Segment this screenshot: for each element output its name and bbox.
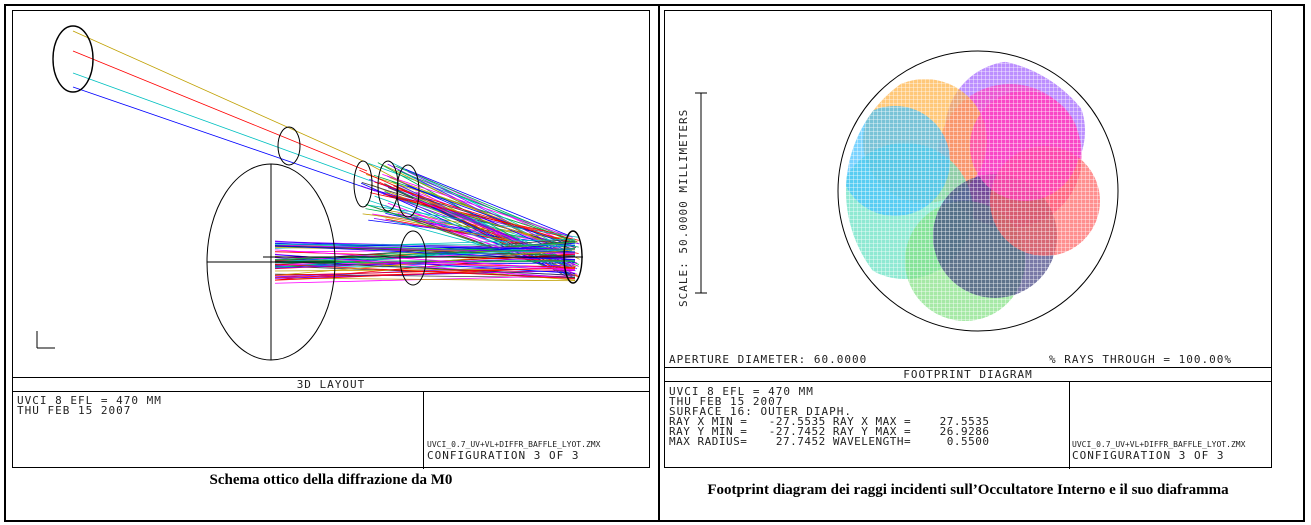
entrance-ray	[72, 86, 376, 192]
fan-ray	[385, 218, 579, 254]
title-rule-top	[665, 367, 1271, 368]
return-ray	[274, 256, 576, 269]
aperture-diameter: APERTURE DIAMETER: 60.0000	[669, 353, 868, 366]
footprint-drawing: SCALE: 50.0000 MILLIMETERS	[677, 50, 1119, 332]
entrance-ray	[72, 50, 368, 172]
info-line-5: RAY Y MIN = -27.7452 RAY Y MAX = 26.9286	[669, 425, 990, 438]
info-line-6: MAX RADIUS= 27.7452 WAVELENGTH= 0.5500	[669, 435, 990, 448]
configuration-label: CONFIGURATION 3 OF 3	[1072, 449, 1225, 462]
return-ray	[274, 248, 576, 260]
return-ray	[274, 270, 576, 279]
entrance-ray	[72, 30, 364, 162]
fan-ray	[374, 181, 572, 244]
return-ray	[274, 260, 576, 264]
figure-frame	[4, 4, 1305, 522]
fan-ray	[390, 177, 573, 247]
layout-3d-drawing	[36, 25, 583, 361]
return-ray	[274, 260, 576, 262]
entrance-ray	[72, 72, 372, 182]
title-rule-bottom	[13, 391, 649, 392]
info-line-2: THU FEB 15 2007	[669, 395, 784, 408]
rays-through: % RAYS THROUGH = 100.00%	[1049, 353, 1232, 366]
title-rule-bottom	[665, 381, 1271, 382]
lens-group-ellipse-2	[377, 160, 399, 212]
info-box-divider	[1069, 381, 1070, 469]
footprint-title: FOOTPRINT DIAGRAM	[903, 368, 1033, 381]
lens-group-ellipse-3	[396, 164, 420, 218]
lens-group-ellipse-1	[353, 160, 373, 208]
layout-title: 3D LAYOUT	[296, 378, 366, 391]
left-caption: Schema ottico della diffrazione da M0	[209, 472, 453, 488]
return-ray	[274, 249, 576, 262]
info-box-divider	[423, 391, 424, 469]
title-rule-top	[13, 377, 649, 378]
configuration-label: CONFIGURATION 3 OF 3	[427, 449, 580, 462]
right-caption: Footprint diagram dei raggi incidenti su…	[707, 482, 1229, 498]
return-ray	[274, 256, 576, 271]
aperture-outline	[837, 50, 1119, 332]
left-layout-panel: 3D LAYOUT UVCI 8 EFL = 470 MM THU FEB 15…	[12, 10, 650, 469]
return-ray	[274, 267, 576, 276]
fan-ray	[376, 215, 576, 254]
entrance-aperture-ellipse	[52, 25, 94, 93]
fan-ray	[382, 174, 573, 238]
efl-line: UVCI 8 EFL = 470 MM	[17, 394, 162, 407]
fan-ray	[406, 185, 570, 246]
info-line-4: RAY X MIN = -27.5535 RAY X MAX = 27.5535	[669, 415, 990, 428]
lens-group-ellipse-4	[399, 230, 427, 286]
zmx-filename: UVCI_0.7_UV+VL+DIFFR_BAFFLE_LYOT.ZMX	[427, 440, 601, 449]
column-divider	[658, 4, 660, 522]
return-ray	[274, 249, 576, 270]
return-ray	[274, 245, 576, 257]
zmx-filename: UVCI_0.7_UV+VL+DIFFR_BAFFLE_LYOT.ZMX	[1072, 440, 1246, 449]
date-line: THU FEB 15 2007	[17, 404, 132, 417]
info-line-3: SURFACE 16: OUTER DIAPH.	[669, 405, 852, 418]
fan-ray	[405, 168, 571, 237]
scale-label: SCALE: 50.0000 MILLIMETERS	[677, 109, 690, 307]
fan-ray	[395, 165, 573, 241]
return-ray	[274, 277, 576, 282]
field-stop-ellipse	[277, 126, 301, 166]
footprint-grid-overlay	[846, 59, 1110, 323]
info-line-1: UVCI 8 EFL = 470 MM	[669, 385, 814, 398]
fan-ray	[365, 204, 576, 277]
ray-bundle	[72, 30, 580, 284]
footprint-panel: SCALE: 50.0000 MILLIMETERS APERTURE DIAM…	[664, 10, 1272, 469]
